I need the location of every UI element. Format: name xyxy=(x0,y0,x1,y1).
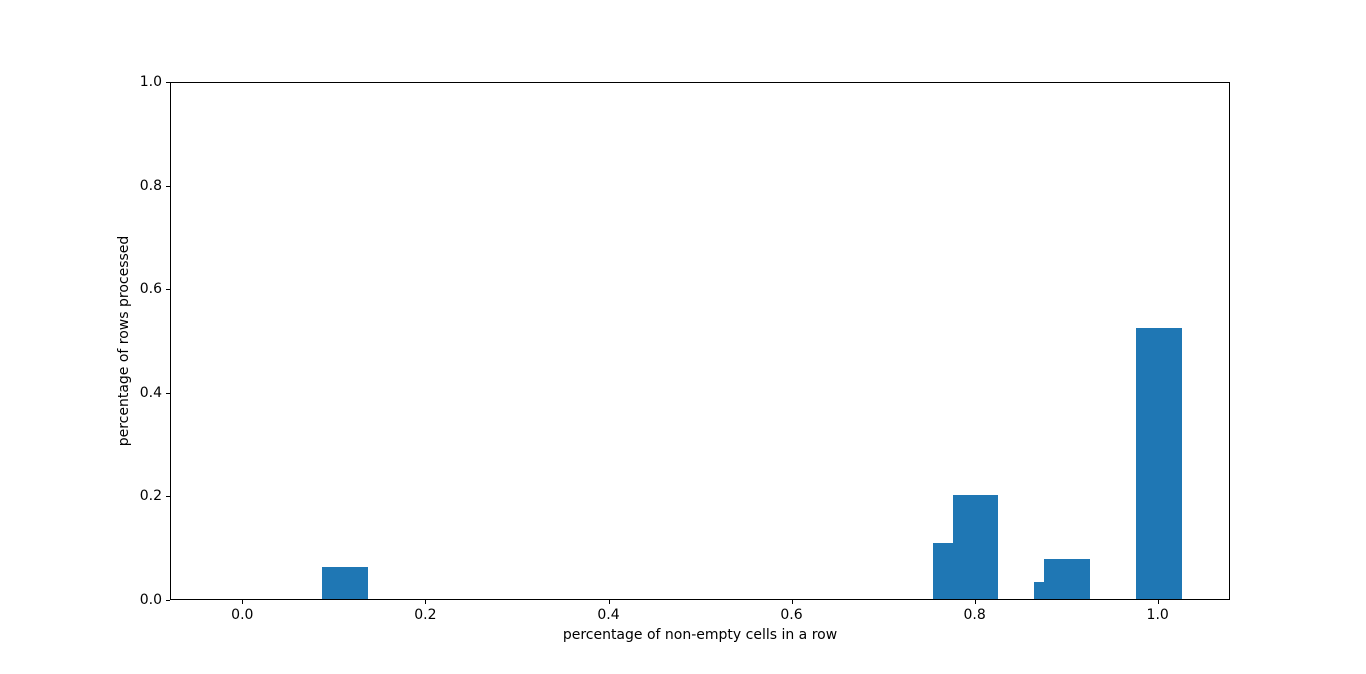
y-tick-mark xyxy=(166,600,170,601)
x-tick-mark xyxy=(242,600,244,604)
x-tick-mark xyxy=(1157,600,1159,604)
y-tick-mark xyxy=(166,185,170,187)
x-tick-label: 1.0 xyxy=(1146,607,1169,623)
histogram-bar xyxy=(322,567,368,599)
y-tick-label: 0.4 xyxy=(139,384,162,401)
y-axis-label: percentage of rows processed xyxy=(116,235,132,447)
x-tick-mark xyxy=(974,600,976,604)
x-tick-label: 0.2 xyxy=(414,607,437,623)
x-tick-mark xyxy=(608,600,610,604)
y-tick-label: 1.0 xyxy=(139,74,162,90)
histogram-bar xyxy=(952,494,999,599)
y-tick-label: 0.6 xyxy=(139,281,162,298)
histogram-bar xyxy=(1135,327,1182,599)
y-tick-label: 0.2 xyxy=(139,488,162,505)
y-tick-mark xyxy=(166,496,170,498)
y-tick-label: 0.0 xyxy=(139,592,162,608)
x-tick-mark xyxy=(791,600,793,604)
y-tick-mark xyxy=(166,82,170,83)
x-tick-mark xyxy=(425,600,427,604)
x-tick-label: 0.4 xyxy=(597,607,620,623)
y-tick-mark xyxy=(166,289,170,291)
y-tick-label: 0.8 xyxy=(139,177,162,194)
x-tick-label: 0.8 xyxy=(963,607,986,623)
x-tick-label: 0.0 xyxy=(231,607,254,623)
histogram-bar xyxy=(1044,559,1091,599)
x-tick-label: 0.6 xyxy=(780,607,803,623)
plot-area xyxy=(170,82,1230,600)
x-axis-label: percentage of non-empty cells in a row xyxy=(562,627,838,643)
y-tick-mark xyxy=(166,392,170,394)
